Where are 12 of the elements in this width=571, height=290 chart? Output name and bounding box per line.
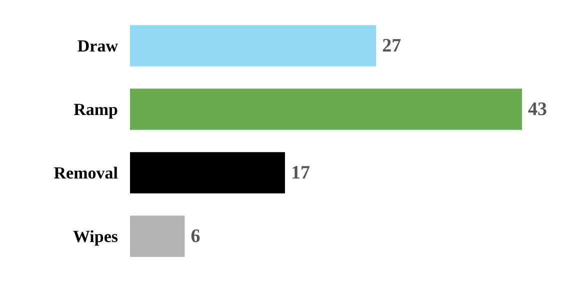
y-tick-label: Wipes — [72, 226, 118, 246]
bar — [130, 88, 522, 130]
bar — [130, 25, 376, 66]
data-label: 43 — [528, 98, 547, 120]
data-label: 6 — [190, 226, 200, 247]
y-tick-label: Ramp — [74, 100, 118, 119]
y-tick-label: Draw — [77, 36, 119, 56]
bar — [130, 216, 185, 257]
y-tick-label: Removal — [54, 163, 118, 182]
bar — [130, 152, 285, 194]
data-label: 17 — [290, 162, 310, 184]
data-label: 27 — [382, 35, 402, 56]
